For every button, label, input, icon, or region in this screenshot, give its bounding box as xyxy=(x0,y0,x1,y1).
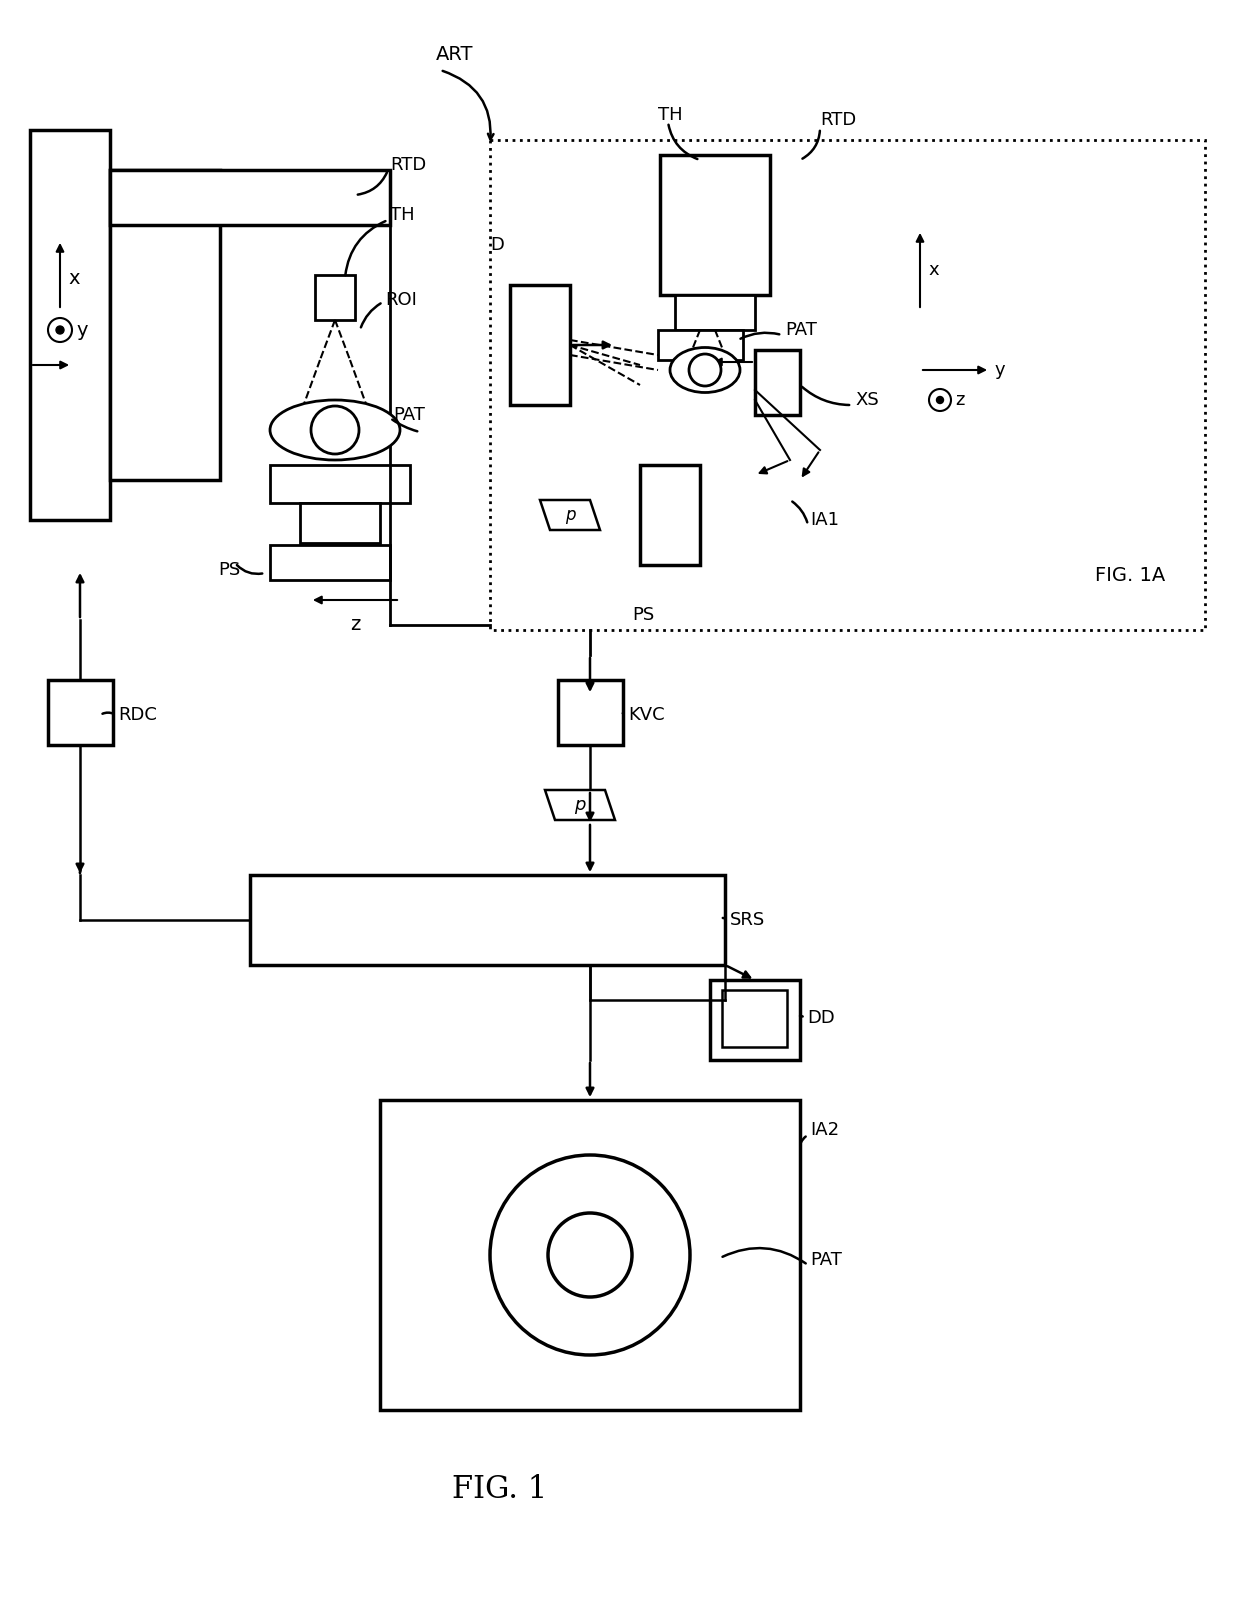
Text: PAT: PAT xyxy=(393,407,425,424)
Circle shape xyxy=(936,397,944,403)
Circle shape xyxy=(56,326,64,334)
Text: TH: TH xyxy=(391,206,414,224)
Circle shape xyxy=(548,1213,632,1298)
Bar xyxy=(660,156,770,295)
Text: y: y xyxy=(76,321,88,340)
Circle shape xyxy=(311,407,360,454)
Bar xyxy=(510,285,570,405)
Circle shape xyxy=(490,1155,689,1354)
Ellipse shape xyxy=(270,400,401,460)
Bar xyxy=(270,544,391,580)
Text: p: p xyxy=(564,505,575,523)
Bar xyxy=(379,1100,800,1409)
Text: KVC: KVC xyxy=(627,706,665,724)
Text: x: x xyxy=(68,269,79,287)
Bar xyxy=(110,170,219,480)
Text: z: z xyxy=(955,390,965,408)
Text: PS: PS xyxy=(218,561,241,578)
Text: SRS: SRS xyxy=(730,910,765,928)
Bar xyxy=(315,275,355,321)
Text: PAT: PAT xyxy=(810,1251,842,1268)
Text: PS: PS xyxy=(632,606,655,624)
Text: z: z xyxy=(350,616,360,633)
Text: RTD: RTD xyxy=(820,112,857,130)
Text: IA1: IA1 xyxy=(810,510,839,530)
Polygon shape xyxy=(546,791,615,820)
Bar xyxy=(250,875,725,966)
Text: RDC: RDC xyxy=(118,706,157,724)
Ellipse shape xyxy=(670,348,740,392)
Text: p: p xyxy=(574,795,585,813)
Bar xyxy=(675,295,755,330)
Text: DD: DD xyxy=(807,1009,835,1027)
Circle shape xyxy=(689,355,720,386)
Text: ART: ART xyxy=(436,45,474,65)
Text: y: y xyxy=(994,361,1006,379)
Bar xyxy=(490,139,1205,630)
Text: IA2: IA2 xyxy=(810,1121,839,1139)
Text: RTD: RTD xyxy=(391,156,427,173)
Text: PAT: PAT xyxy=(785,321,817,339)
Bar xyxy=(558,680,622,745)
Circle shape xyxy=(48,318,72,342)
Bar xyxy=(640,465,701,565)
Text: x: x xyxy=(928,261,939,279)
Bar xyxy=(48,680,113,745)
Bar xyxy=(658,330,743,360)
Text: FIG. 1A: FIG. 1A xyxy=(1095,565,1166,585)
Text: FIG. 1: FIG. 1 xyxy=(453,1474,548,1505)
Text: XS: XS xyxy=(856,390,879,408)
Polygon shape xyxy=(539,501,600,530)
Text: TH: TH xyxy=(657,105,682,125)
Bar xyxy=(300,502,379,543)
Bar xyxy=(755,350,800,415)
Bar xyxy=(30,130,110,520)
Bar xyxy=(110,170,391,225)
Text: ROI: ROI xyxy=(384,292,417,309)
Bar xyxy=(270,465,410,502)
Bar xyxy=(722,990,787,1047)
Text: D: D xyxy=(490,237,503,254)
Circle shape xyxy=(929,389,951,411)
Bar xyxy=(711,980,800,1059)
